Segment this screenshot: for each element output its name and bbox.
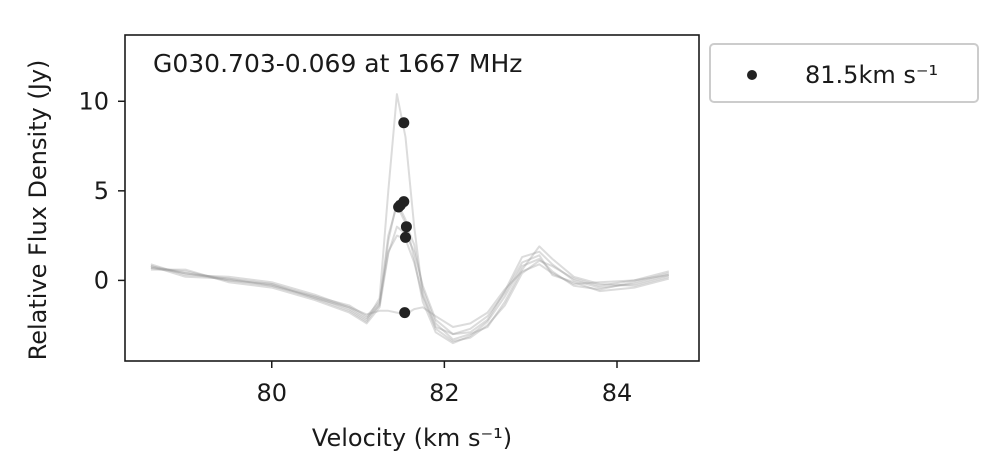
plot-frame [124, 34, 700, 362]
x-axis: 80 82 84 [256, 361, 632, 407]
x-tick-label: 80 [256, 379, 287, 407]
data-point [400, 231, 411, 243]
legend: 81.5km s⁻¹ [709, 43, 979, 103]
x-axis-label: Velocity (km s⁻¹) [312, 424, 512, 452]
x-tick-label: 82 [429, 379, 460, 407]
y-tick-label: 10 [78, 87, 109, 115]
x-tick-label: 84 [602, 379, 633, 407]
spectrum-line [150, 225, 670, 336]
spectrum-line [150, 204, 670, 341]
points-layer [393, 117, 412, 319]
y-tick-label: 0 [94, 266, 109, 294]
spectrum-line [150, 200, 670, 345]
spectra-layer [150, 93, 670, 345]
y-axis-label: Relative Flux Density (Jy) [24, 60, 52, 361]
legend-marker [747, 70, 757, 80]
spectrum-line [150, 93, 670, 336]
data-point [393, 201, 405, 213]
spectrum-line [150, 263, 669, 328]
legend-box [709, 43, 979, 103]
legend-label: 81.5km s⁻¹ [805, 61, 938, 89]
y-tick-label: 5 [94, 177, 109, 205]
data-point [399, 307, 411, 319]
spectrum-line [150, 234, 670, 343]
y-axis: 0 5 10 [78, 87, 125, 294]
chart-title: G030.703-0.069 at 1667 MHz [153, 49, 522, 78]
data-point [398, 117, 410, 129]
data-point [400, 221, 412, 233]
